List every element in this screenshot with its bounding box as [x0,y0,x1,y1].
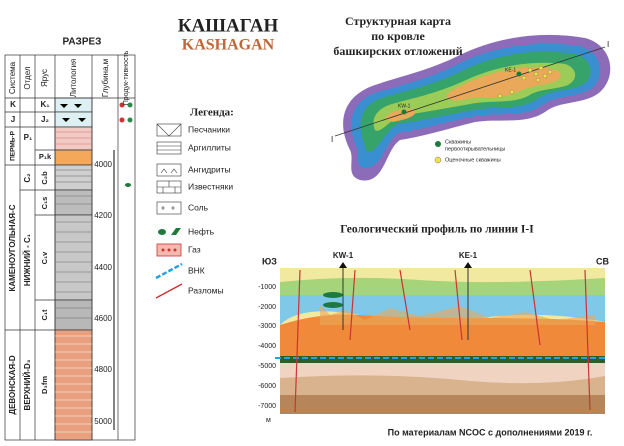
profile-depth: -3000 [258,323,276,330]
profile-depth: -7000 [258,403,276,410]
map-title: по кровле [371,29,425,43]
stages: P₁k C₂b C₁s C₁v C₁t D₃fm [39,152,52,394]
column-headers: Система Отдел Ярус Литология Глубина,м П… [8,50,130,105]
col-header: Система [8,61,17,94]
series-label: J₂ [41,115,49,124]
legend-item: Известняки [188,181,233,191]
stage: C₁v [40,251,49,265]
direction: СВ [596,256,609,266]
legend-item: Разломы [188,285,224,295]
col-header: Ярус [40,69,49,87]
legend-item: ВНК [188,265,205,275]
system: J [11,115,15,124]
source-note: По материалам NCOC с дополнениями 2019 г… [388,427,593,437]
system: КАМЕНОУГОЛЬНАЯ-C [8,204,17,291]
stage: P₁k [39,152,52,161]
series-label: K₁ [40,100,50,109]
col-header: Литология [69,59,78,98]
stage: C₁s [40,197,49,210]
line-label: I [607,40,609,49]
map-title: Структурная карта [345,14,451,28]
col-header: Отдел [23,66,32,89]
series-label: ВЕРХНИЙ-D₃ [23,359,32,410]
system: ДЕВОНСКАЯ-D [8,355,17,414]
profile-depth: -5000 [258,363,276,370]
profile-depth: -4000 [258,343,276,350]
profile-depth: -2000 [258,304,276,311]
title-en: KASHAGAN [182,37,275,54]
map-title: башкирских отложений [333,44,462,58]
legend-item: Газ [188,244,201,254]
legend-title: Легенда: [190,107,234,119]
depth-label: 5000 [94,417,112,426]
line-label: I [331,135,333,144]
profile: KW-1 KE-1 ЮЗ СВ -1000 -2000 -3000 -4000 … [258,251,609,424]
profile-well: KE-1 [459,251,478,260]
legend-item: Аргиллиты [188,142,231,152]
depth-label: 4400 [94,263,112,272]
depth-label: 4800 [94,365,112,374]
col-header: Продук-тивность [123,50,130,105]
map-legend: Оценочные скважины [445,157,501,163]
system: ПЕРМЬ-P [10,130,17,161]
systems: K J ПЕРМЬ-P КАМЕНОУГОЛЬНАЯ-C ДЕВОНСКАЯ-D [8,100,17,415]
legend-item: Соль [188,202,209,212]
profile-unit: м [266,417,271,424]
profile-well: KW-1 [333,251,354,260]
title-ru: КАШАГАН [178,15,279,36]
map-legend: первооткрывательницы [445,146,505,152]
legend-item: Ангидриты [188,164,231,174]
profile-depth: -1000 [258,284,276,291]
legend-item: Песчаники [188,124,230,134]
map-well: KW-1 [398,103,411,109]
depth-label: 4600 [94,314,112,323]
profile-depth: -6000 [258,383,276,390]
stage: C₁t [40,309,49,321]
series-label: C₂ [23,173,32,183]
lithology-pattern [55,103,92,433]
series: K₁ J₂ P₁ C₂ НИЖНИЙ - C₁ ВЕРХНИЙ-D₃ [23,100,50,410]
depth-label: 4000 [94,160,112,169]
section-title: РАЗРЕЗ [63,37,102,48]
map-well: KE-1 [505,67,516,73]
direction: ЮЗ [262,256,277,266]
col-header: Глубина,м [101,59,110,97]
legend-item: Нефть [188,226,215,236]
structure-map: KW-1 KE-1 I I Структурная карта по кровл… [331,14,611,181]
stage: D₃fm [40,376,49,394]
profile-title: Геологический профиль по линии I-I [340,224,534,236]
depth-scale: 4000 4200 4400 4600 4800 5000 [94,160,112,426]
productivity [119,102,133,187]
system: K [10,100,16,109]
depth-label: 4200 [94,211,112,220]
legend: Легенда: Песчаники Аргиллиты Ангидриты И… [155,107,234,299]
stage: C₂b [40,171,49,185]
map-legend: Скважины [445,139,471,145]
series-label: P₁ [24,133,33,142]
series-label: НИЖНИЙ - C₁ [23,233,32,286]
